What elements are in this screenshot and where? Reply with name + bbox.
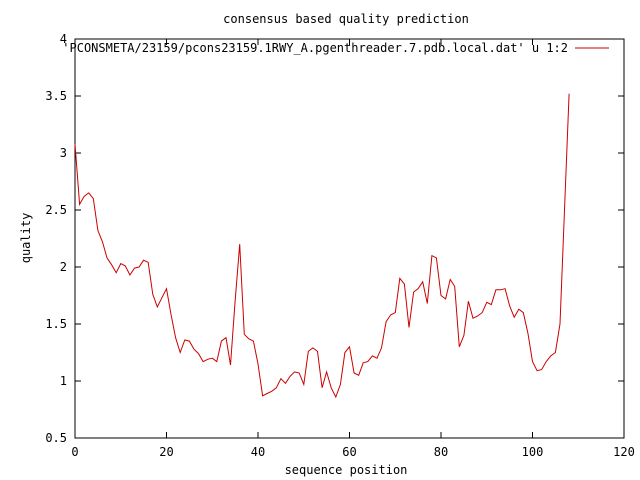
y-tick-label: 2	[60, 260, 67, 274]
y-tick-label: 3	[60, 146, 67, 160]
x-tick-label: 0	[71, 445, 78, 459]
y-tick-label: 1	[60, 374, 67, 388]
x-axis-label: sequence position	[285, 463, 408, 477]
plot-frame	[74, 38, 625, 439]
legend: 'PCONSMETA/23159/pcons23159.1RWY_A.pgent…	[62, 41, 609, 55]
y-tick-label: 2.5	[45, 203, 67, 217]
x-tick-label: 20	[159, 445, 173, 459]
y-tick-label: 0.5	[45, 431, 67, 445]
x-tick-label: 100	[522, 445, 544, 459]
y-tick-label: 4	[60, 32, 67, 46]
x-tick-label: 120	[613, 445, 635, 459]
y-tick-label: 3.5	[45, 89, 67, 103]
series-line-quality	[74, 93, 570, 399]
x-axis: 0 20 40 60 80 100 120	[71, 39, 635, 459]
y-axis: 0.5 1 1.5 2 2.5 3 3.5 4	[45, 32, 624, 445]
y-axis-label: quality	[19, 213, 33, 264]
legend-label: 'PCONSMETA/23159/pcons23159.1RWY_A.pgent…	[62, 41, 568, 55]
x-tick-label: 60	[342, 445, 356, 459]
x-tick-label: 80	[434, 445, 448, 459]
chart-title: consensus based quality prediction	[223, 12, 469, 26]
x-tick-label: 40	[251, 445, 265, 459]
y-tick-label: 1.5	[45, 317, 67, 331]
